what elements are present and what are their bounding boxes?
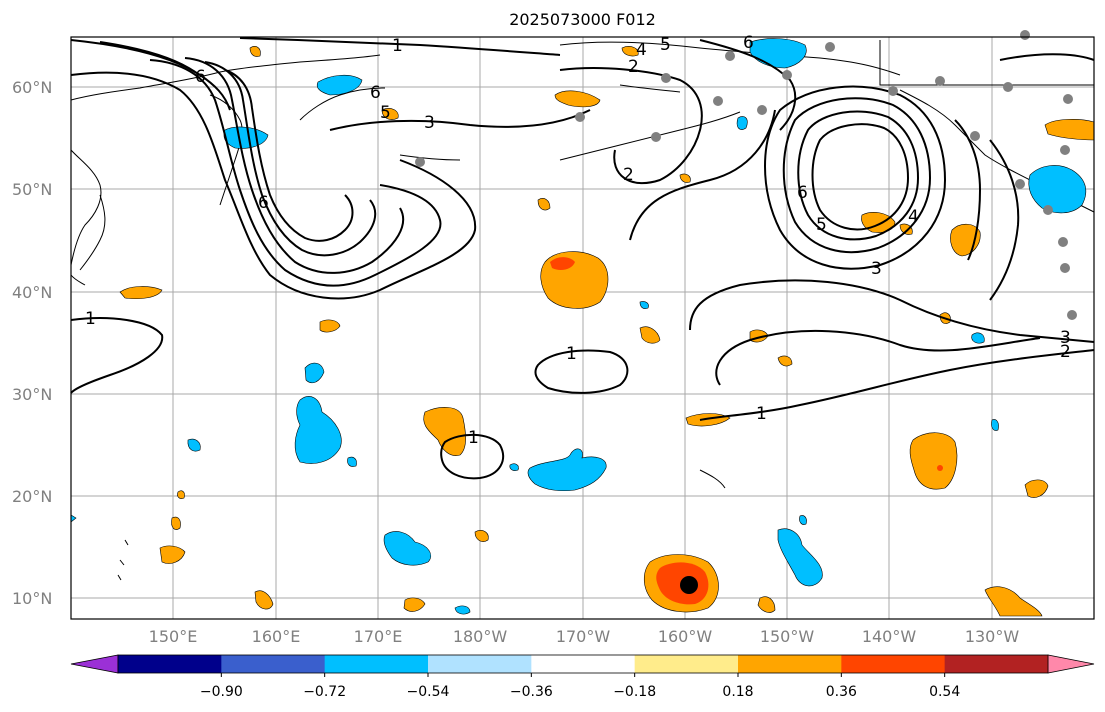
contour-label: 6: [743, 33, 754, 53]
station-marker: [575, 112, 585, 122]
lon-label: 160°E: [252, 627, 301, 646]
lat-label: 10°N: [12, 589, 52, 608]
station-marker: [661, 73, 671, 83]
colorbar-tick-label: −0.36: [510, 684, 553, 700]
colorbar-border: [117, 654, 1049, 674]
colorbar-tick-label: −0.54: [407, 684, 450, 700]
lon-label: 160°W: [658, 627, 713, 646]
contour-label: 2: [1060, 342, 1071, 362]
colorbar-segment: [634, 655, 739, 673]
lon-label: 130°W: [965, 627, 1020, 646]
colorbar-tick-label: −0.18: [613, 684, 656, 700]
station-marker: [1020, 30, 1030, 40]
station-marker: [415, 157, 425, 167]
contour-label: 6: [370, 83, 381, 103]
colorbar-tick-label: 0.54: [929, 684, 960, 700]
contour-label: 1: [468, 428, 479, 448]
contour-label: 4: [636, 40, 647, 60]
colorbar-segment: [428, 655, 532, 673]
station-marker: [782, 70, 792, 80]
station-marker: [1060, 145, 1070, 155]
colorbar-tick-label: 0.36: [826, 684, 857, 700]
station-marker: [935, 76, 945, 86]
colorbar-low-extension: [70, 654, 119, 674]
gridlines: [71, 37, 1094, 619]
station-marker: [651, 132, 661, 142]
colorbar-segment: [738, 655, 842, 673]
station-marker: [1067, 310, 1077, 320]
contour-label: 1: [566, 344, 577, 364]
map-title: 2025073000 F012: [509, 10, 656, 29]
lon-label: 140°W: [862, 627, 917, 646]
station-marker: [1043, 205, 1053, 215]
colorbar: −0.90 −0.72 −0.54 −0.36 −0.18 0.18 0.36 0.54: [70, 654, 1095, 700]
colorbar-segment: [221, 655, 326, 673]
station-marker: [725, 51, 735, 61]
colorbar-segment: [531, 655, 636, 673]
contour-label: 6: [258, 193, 269, 213]
contour-label: 3: [871, 259, 882, 279]
station-marker: [1015, 179, 1025, 189]
contour-label: 6: [797, 183, 808, 203]
contour-label: 5: [380, 103, 391, 123]
contour-label: 2: [628, 57, 639, 77]
contour-label: 1: [756, 404, 767, 424]
lat-label: 20°N: [12, 487, 52, 506]
colorbar-segment: [944, 655, 1049, 673]
contour-label: 1: [392, 36, 403, 56]
station-marker: [1060, 263, 1070, 273]
contour-label: 2: [623, 165, 634, 185]
map-border: [70, 36, 1095, 620]
station-marker: [1063, 94, 1073, 104]
colorbar-tick-label: 0.18: [722, 684, 753, 700]
colorbar-segment: [324, 655, 429, 673]
lon-label: 150°W: [760, 627, 815, 646]
lat-label: 30°N: [12, 385, 52, 404]
contour-label: 1: [85, 309, 96, 329]
station-marker: [1058, 237, 1068, 247]
lon-label: 170°E: [354, 627, 403, 646]
latitude-labels: 60°N 50°N 40°N 30°N 20°N 10°N: [12, 78, 52, 608]
contour-labels: 1 1 1 1 1 2 2 2 3 3 3 4 4 5 5 5 6 6 6 6 …: [85, 33, 1071, 448]
lon-label: 170°W: [556, 627, 611, 646]
station-markers: [415, 30, 1077, 320]
colorbar-tick-label: −0.72: [303, 684, 346, 700]
station-marker: [1003, 82, 1013, 92]
contour-label: 5: [816, 215, 827, 235]
lat-label: 50°N: [12, 180, 52, 199]
station-marker: [970, 131, 980, 141]
contour-label: 6: [195, 67, 206, 87]
lat-label: 40°N: [12, 283, 52, 302]
colorbar-high-extension: [1047, 654, 1095, 674]
station-marker: [825, 42, 835, 52]
station-marker: [757, 105, 767, 115]
shading-negative: [70, 38, 1087, 615]
contour-label: 3: [1060, 328, 1071, 348]
station-marker: [888, 86, 898, 96]
lat-label: 60°N: [12, 78, 52, 97]
longitude-labels: 150°E 160°E 170°E 180°W 170°W 160°W 150°…: [149, 627, 1020, 646]
colorbar-segment: [841, 655, 946, 673]
colorbar-tick-label: −0.90: [200, 684, 243, 700]
lon-label: 150°E: [149, 627, 198, 646]
storm-center-marker: [680, 576, 698, 594]
lon-label: 180°W: [453, 627, 508, 646]
contour-label: 5: [660, 35, 671, 55]
map-panel: 1 1 1 1 1 2 2 2 3 3 3 4 4 5 5 5 6 6 6 6 …: [70, 30, 1095, 620]
contour-label: 4: [908, 207, 919, 227]
colorbar-segment: [118, 655, 222, 673]
station-marker: [713, 96, 723, 106]
contour-label: 3: [424, 113, 435, 133]
